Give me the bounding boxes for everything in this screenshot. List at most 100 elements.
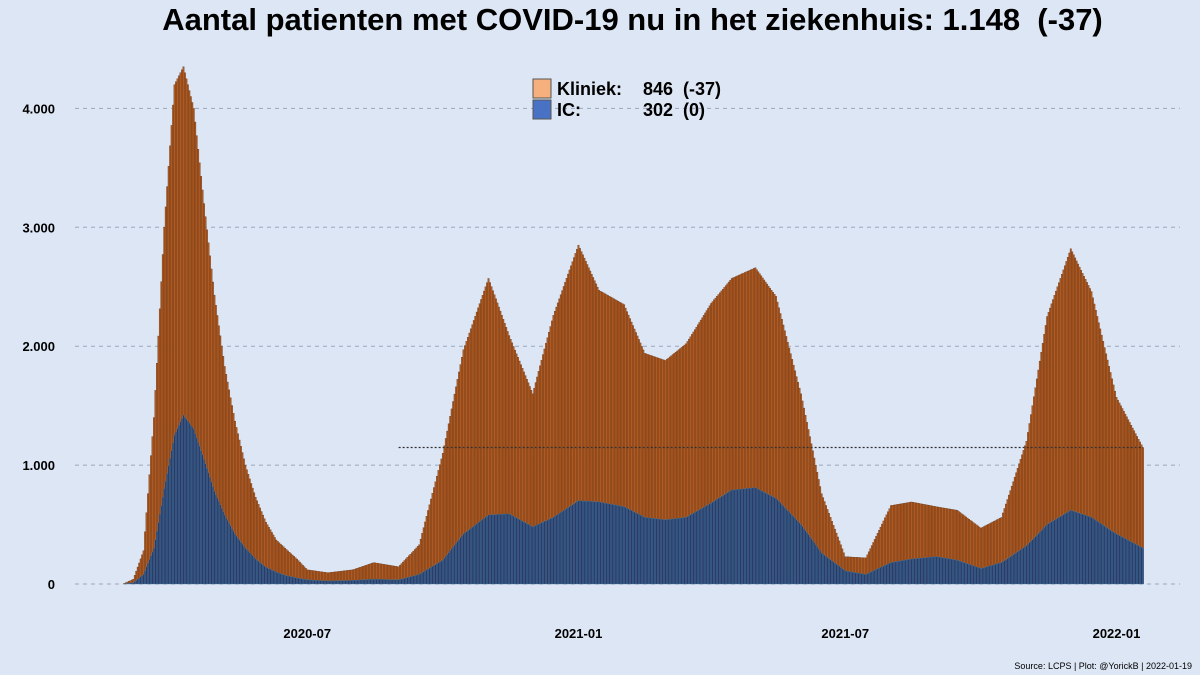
kliniek-bar	[253, 492, 256, 558]
kliniek-bar	[325, 572, 328, 582]
kliniek-bar	[680, 347, 683, 519]
ic-bar	[318, 580, 320, 585]
ic-bar	[316, 580, 319, 585]
kliniek-bar	[1083, 276, 1085, 516]
kliniek-bar	[128, 581, 130, 584]
kliniek-bar	[836, 536, 839, 566]
kliniek-bar	[396, 566, 399, 580]
kliniek-bar	[1139, 441, 1141, 547]
ic-bar	[862, 573, 864, 585]
kliniek-bar	[533, 388, 536, 527]
kliniek-bar	[483, 290, 486, 519]
kliniek-bar	[439, 464, 441, 563]
y-axis-ticks: 0 1.000 2.000 3.000 4.000	[22, 101, 55, 592]
ic-bar	[991, 564, 994, 585]
kliniek-bar	[918, 503, 920, 559]
kliniek-bar	[823, 501, 826, 556]
ic-bar	[638, 514, 640, 585]
ic-bar	[726, 492, 729, 585]
kliniek-bar	[610, 296, 612, 505]
kliniek-bar	[962, 514, 965, 563]
kliniek-bar	[306, 569, 309, 580]
kliniek-bar	[661, 359, 664, 520]
ic-bar	[664, 519, 667, 585]
kliniek-bar	[157, 335, 160, 524]
ic-bar	[795, 519, 798, 585]
ic-bar	[135, 580, 138, 585]
kliniek-bar	[568, 269, 571, 507]
kliniek-bar	[144, 531, 146, 571]
ic-bar	[643, 517, 646, 585]
ic-bar	[182, 415, 185, 585]
ic-bar	[831, 560, 833, 585]
ic-bar	[185, 419, 188, 585]
ic-bar	[250, 554, 253, 585]
kliniek-bar	[750, 269, 752, 489]
kliniek-bar	[176, 78, 179, 429]
ic-bar	[884, 565, 886, 585]
ic-bar	[978, 567, 981, 585]
kliniek-bar	[1033, 396, 1035, 539]
kliniek-bar	[632, 325, 634, 512]
ic-bar	[755, 488, 758, 585]
ic-bar	[490, 514, 493, 585]
ic-bar	[574, 502, 577, 585]
ic-bar	[748, 488, 751, 585]
kliniek-bar	[772, 292, 774, 498]
kliniek-bar	[388, 565, 391, 580]
ic-bar	[792, 516, 795, 585]
ic-bar	[290, 576, 292, 585]
kliniek-bar	[1090, 291, 1093, 518]
ic-bar	[545, 520, 547, 585]
ic-bar	[285, 575, 288, 585]
ic-bar	[528, 525, 531, 585]
kliniek-bar	[309, 570, 312, 581]
ic-bar	[326, 580, 329, 585]
chart-title: Aantal patienten met COVID-19 nu in het …	[162, 2, 1103, 37]
kliniek-bar	[228, 389, 231, 524]
kliniek-bar	[185, 78, 188, 420]
kliniek-bar	[720, 290, 723, 497]
ic-bar	[682, 517, 685, 585]
ic-bar	[985, 566, 988, 585]
kliniek-bar	[1078, 266, 1081, 514]
kliniek-bar	[237, 433, 239, 539]
kliniek-bar	[940, 507, 942, 558]
kliniek-bar	[359, 567, 362, 581]
ic-bar	[380, 579, 382, 585]
ic-bar	[1049, 522, 1052, 585]
kliniek-bar	[505, 327, 508, 515]
kliniek-bar	[245, 469, 248, 551]
ic-bar	[213, 491, 216, 585]
ic-bar	[922, 557, 925, 585]
kliniek-bar	[531, 393, 534, 528]
kliniek-bar	[1140, 444, 1143, 548]
kliniek-bar	[1024, 445, 1026, 548]
kliniek-bar	[503, 323, 506, 515]
kliniek-bar	[916, 502, 919, 559]
ic-bar	[1063, 513, 1066, 585]
kliniek-bar	[1109, 372, 1112, 531]
kliniek-bar	[344, 570, 347, 581]
ic-bar	[1061, 515, 1063, 585]
kliniek-bar	[663, 359, 665, 520]
ic-bar	[293, 577, 295, 585]
kliniek-bar	[481, 295, 484, 520]
kliniek-bar	[356, 568, 359, 581]
kliniek-bar	[789, 353, 792, 514]
ic-bar	[1086, 515, 1088, 585]
kliniek-bar	[797, 382, 799, 522]
kliniek-bar	[882, 520, 885, 567]
ic-bar	[702, 507, 705, 585]
ic-bar	[751, 487, 754, 585]
kliniek-bar	[724, 285, 727, 494]
ic-bar	[667, 519, 670, 585]
kliniek-bar	[408, 555, 410, 578]
ic-bar	[780, 504, 783, 585]
kliniek-bar	[747, 270, 749, 489]
ic-bar	[752, 487, 755, 585]
kliniek-bar	[384, 564, 387, 580]
ic-bar	[144, 570, 146, 585]
kliniek-bar	[639, 342, 642, 516]
ic-bar	[346, 580, 348, 585]
